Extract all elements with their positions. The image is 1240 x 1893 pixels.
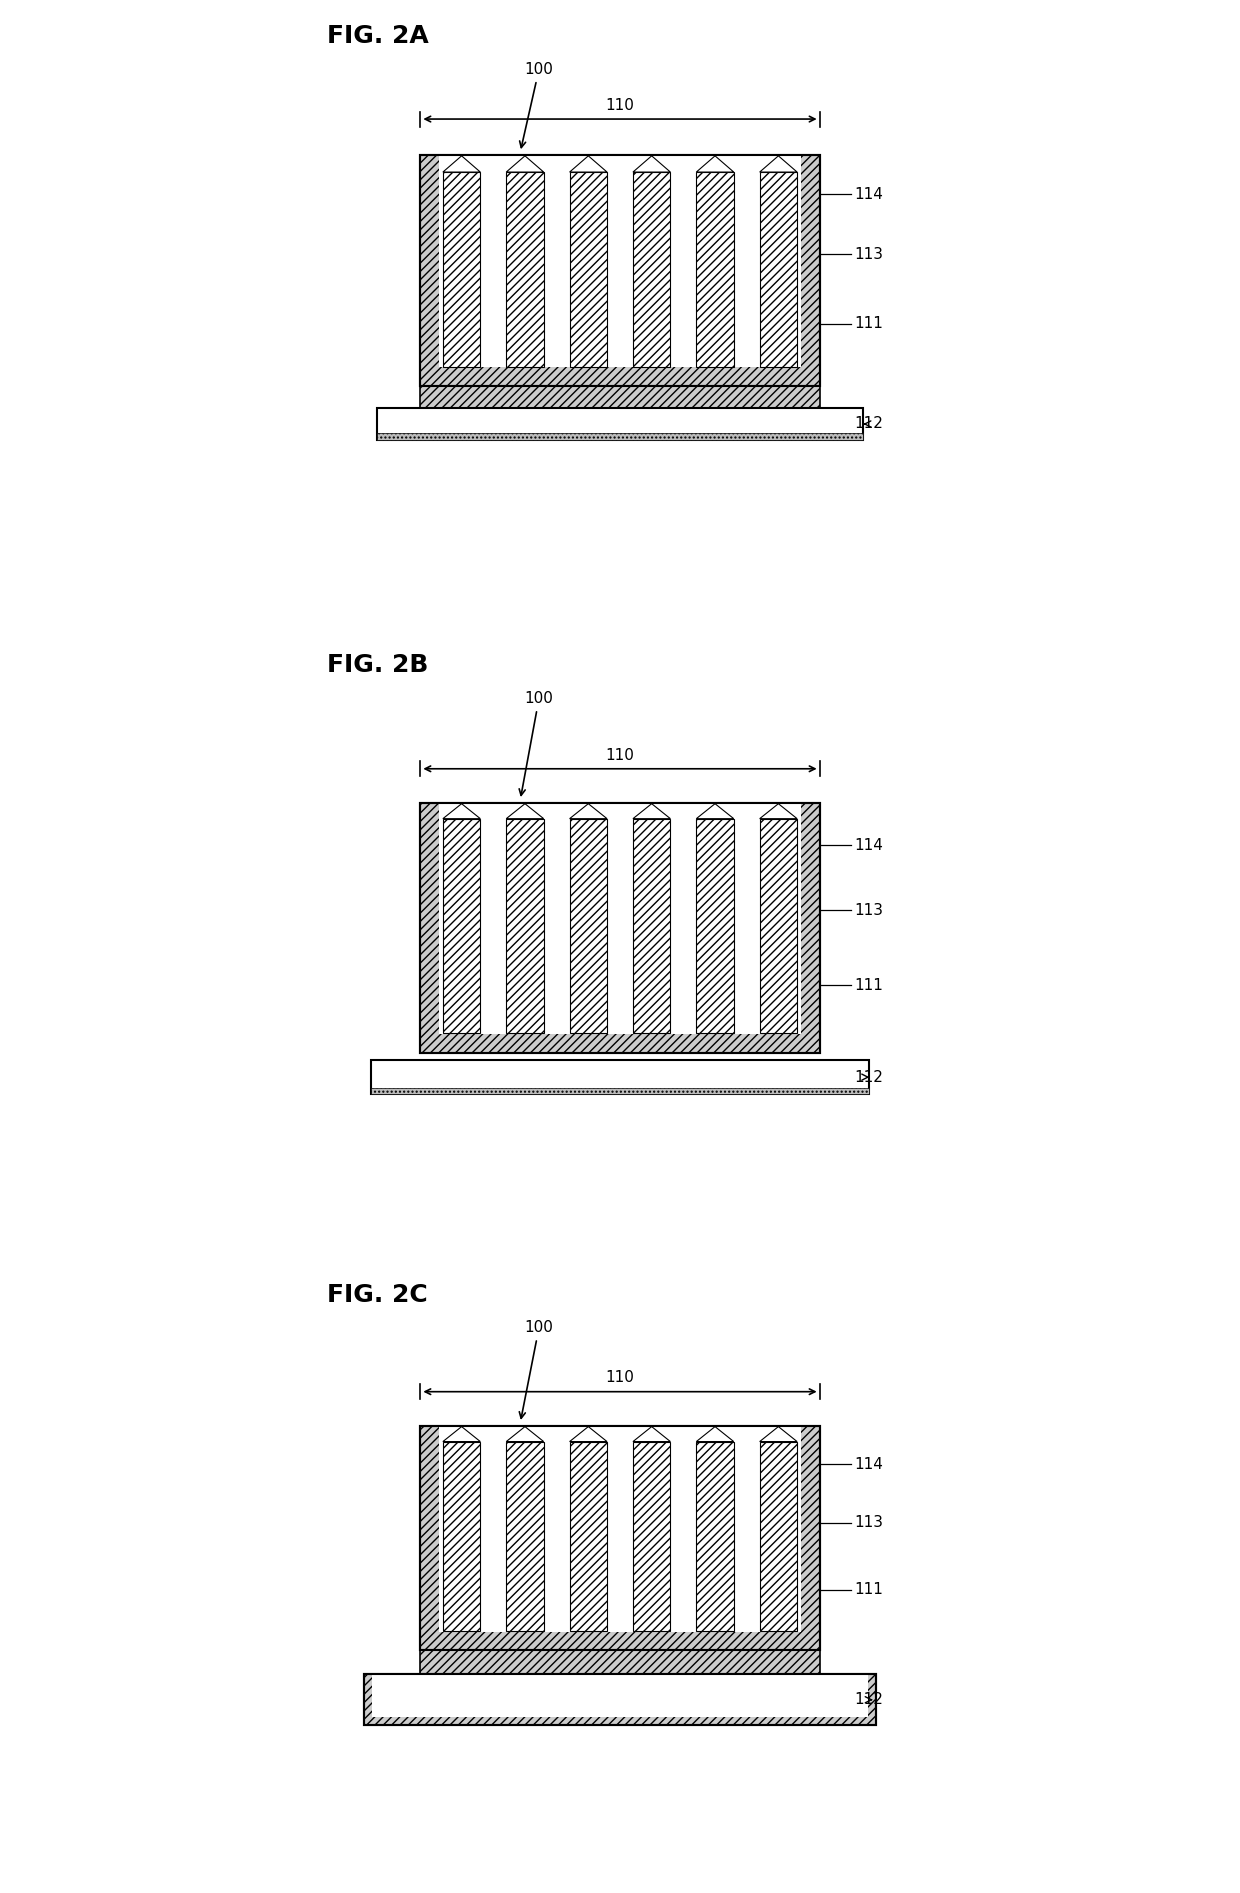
Bar: [420, 803, 820, 1053]
Text: 111: 111: [854, 1583, 883, 1598]
Polygon shape: [569, 805, 608, 818]
Bar: [632, 818, 671, 1034]
Polygon shape: [506, 155, 543, 172]
Text: 110: 110: [605, 98, 635, 114]
Polygon shape: [697, 155, 734, 172]
Polygon shape: [506, 805, 543, 818]
Text: 100: 100: [520, 1321, 553, 1418]
Bar: [760, 1442, 797, 1632]
Bar: [420, 1651, 820, 1673]
Bar: [569, 1442, 608, 1632]
Text: 112: 112: [854, 1692, 883, 1707]
Bar: [420, 155, 820, 386]
Bar: [420, 803, 820, 1053]
Bar: [443, 172, 480, 367]
Text: FIG. 2A: FIG. 2A: [327, 25, 429, 47]
Bar: [439, 1425, 801, 1632]
Bar: [569, 172, 608, 367]
Text: 114: 114: [854, 187, 883, 203]
Bar: [632, 172, 671, 367]
Polygon shape: [443, 805, 480, 818]
Text: 111: 111: [854, 316, 883, 331]
Bar: [506, 1442, 543, 1632]
Polygon shape: [632, 155, 671, 172]
Polygon shape: [443, 1427, 480, 1442]
Bar: [439, 803, 801, 1034]
Text: 111: 111: [854, 977, 883, 992]
Polygon shape: [632, 805, 671, 818]
Bar: [365, 1673, 875, 1725]
Text: 112: 112: [854, 1070, 883, 1085]
Text: 113: 113: [854, 903, 883, 918]
Bar: [506, 172, 543, 367]
Text: 100: 100: [520, 691, 553, 795]
Bar: [420, 155, 820, 386]
Text: 114: 114: [854, 839, 883, 854]
Bar: [443, 1442, 480, 1632]
Polygon shape: [697, 805, 734, 818]
Bar: [697, 172, 734, 367]
Bar: [372, 1673, 868, 1717]
Text: 114: 114: [854, 1456, 883, 1471]
Text: 113: 113: [854, 246, 883, 261]
Bar: [420, 1425, 820, 1651]
Bar: [506, 818, 543, 1034]
Bar: [697, 818, 734, 1034]
Polygon shape: [760, 155, 797, 172]
Bar: [377, 433, 863, 439]
Polygon shape: [632, 1427, 671, 1442]
Bar: [760, 172, 797, 367]
Bar: [420, 1425, 820, 1651]
Text: FIG. 2C: FIG. 2C: [327, 1283, 428, 1306]
Bar: [569, 818, 608, 1034]
Bar: [443, 818, 480, 1034]
Text: FIG. 2B: FIG. 2B: [327, 653, 428, 678]
Polygon shape: [569, 1427, 608, 1442]
Text: 110: 110: [605, 748, 635, 763]
Polygon shape: [760, 1427, 797, 1442]
Polygon shape: [569, 155, 608, 172]
Bar: [632, 1442, 671, 1632]
Bar: [371, 1060, 869, 1094]
Bar: [760, 818, 797, 1034]
Text: 110: 110: [605, 1371, 635, 1386]
Bar: [697, 1442, 734, 1632]
Text: 100: 100: [520, 62, 553, 148]
Bar: [377, 409, 863, 439]
Text: 112: 112: [854, 416, 883, 432]
Polygon shape: [697, 1427, 734, 1442]
Polygon shape: [443, 155, 480, 172]
Polygon shape: [760, 805, 797, 818]
Bar: [371, 1088, 869, 1094]
Bar: [365, 1673, 875, 1725]
Polygon shape: [506, 1427, 543, 1442]
Bar: [439, 155, 801, 367]
Text: 113: 113: [854, 1514, 883, 1530]
Bar: [420, 386, 820, 409]
